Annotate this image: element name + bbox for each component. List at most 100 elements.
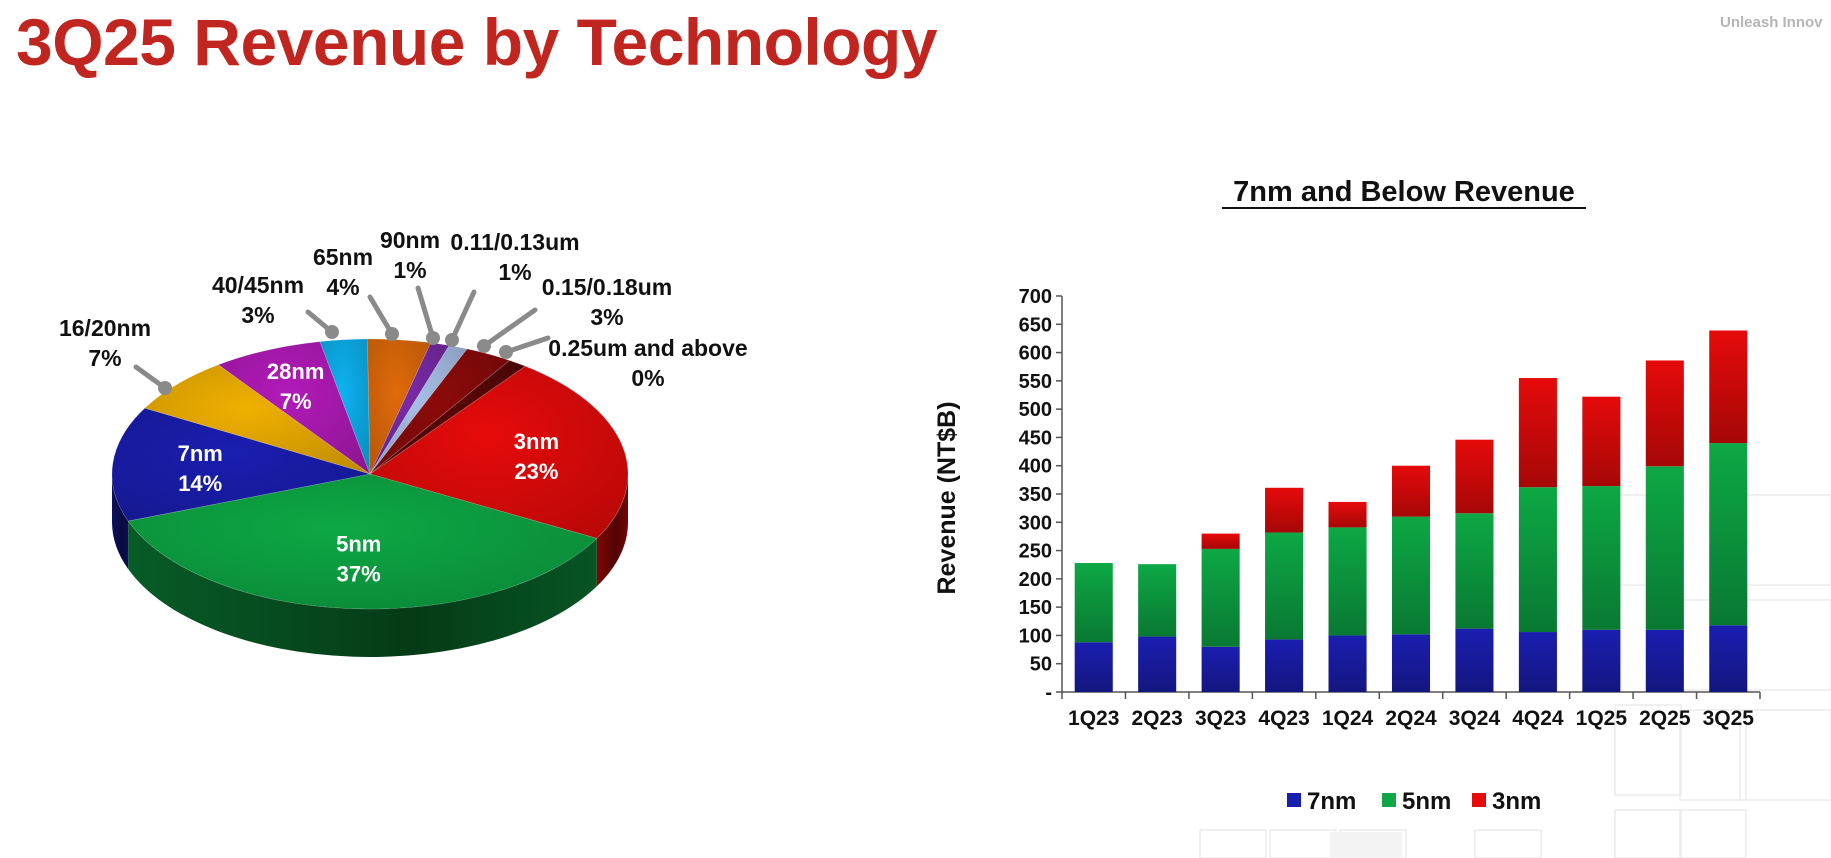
y-tick-label: 150	[1019, 597, 1052, 619]
pie-value-7nm: 14%	[178, 471, 222, 496]
pie-label-16-20nm: 16/20nm	[59, 315, 151, 341]
x-tick-label-2q25: 2Q25	[1639, 707, 1691, 730]
pie-label-28nm: 28nm	[267, 359, 324, 384]
pie-value-28nm: 7%	[280, 389, 312, 414]
y-tick-label: 650	[1019, 314, 1052, 336]
pie-leader-dot-40-45nm	[325, 325, 339, 339]
pie-leader-65nm	[367, 294, 395, 337]
pie-leader-90nm	[415, 285, 436, 341]
pie-side-wall	[112, 474, 628, 657]
bar-3nm-1q24	[1328, 501, 1367, 528]
bar-7nm-4q24	[1518, 632, 1557, 692]
bar-7nm-1q25	[1582, 629, 1621, 692]
bar-5nm-1q24	[1328, 527, 1367, 636]
pie-label-3nm: 3nm	[514, 429, 559, 454]
x-tick-label-1q24: 1Q24	[1322, 707, 1374, 730]
y-tick-label: 700	[1019, 286, 1052, 308]
y-axis: - 50 100 150 200 250 300 350 400 450 500 550 600 650 7…	[1019, 286, 1063, 704]
bar-3nm-2q25	[1645, 360, 1684, 467]
pie-label-40-45nm: 40/45nm	[212, 272, 304, 298]
bar-5nm-3q24	[1455, 513, 1494, 629]
pie-value-40-45nm: 3%	[241, 302, 274, 328]
bar-5nm-1q23	[1074, 563, 1113, 643]
bar-7nm-3q24	[1455, 628, 1494, 692]
y-tick-label: 250	[1019, 541, 1052, 563]
pie-label-90nm: 90nm	[380, 227, 440, 253]
bars	[1074, 330, 1748, 692]
bar-5nm-3q25	[1709, 443, 1748, 626]
pie-slice-5nm	[127, 473, 598, 610]
bar-3nm-1q25	[1582, 396, 1621, 487]
x-tick-label-3q23: 3Q23	[1195, 707, 1246, 730]
y-tick-label: -	[1045, 682, 1052, 704]
pie-slice-28nm	[217, 341, 371, 475]
pie-leader-dot-0-25um-and-above	[499, 345, 513, 359]
bar-3nm-4q23	[1265, 487, 1304, 533]
bar-5nm-4q23	[1265, 532, 1304, 640]
pie-value-0-11-0-13um: 1%	[498, 259, 531, 285]
legend-label-7nm: 7nm	[1307, 788, 1356, 815]
bar-7nm-4q23	[1265, 639, 1304, 692]
bar-5nm-2q25	[1645, 466, 1684, 630]
y-tick-label: 350	[1019, 484, 1052, 506]
seven-nm-below-revenue-bar-chart: 7nm and Below Revenue Revenue (NT$B) - 50 10…	[933, 176, 1761, 815]
y-tick-label: 550	[1019, 371, 1052, 393]
y-tick-label: 500	[1019, 399, 1052, 421]
page-title: 3Q25 Revenue by Technology	[16, 5, 938, 79]
x-tick-label-2q23: 2Q23	[1131, 707, 1182, 730]
bar-7nm-2q23	[1138, 636, 1177, 692]
pie-slice-0-15-0-18um	[369, 348, 511, 475]
y-axis-label: Revenue (NT$B)	[933, 401, 961, 594]
pie-label-65nm: 65nm	[313, 244, 373, 270]
legend-swatch-5nm	[1382, 793, 1396, 807]
x-tick-label-3q24: 3Q24	[1449, 707, 1501, 730]
y-tick-label: 600	[1019, 343, 1052, 365]
bar-5nm-2q23	[1138, 564, 1177, 637]
pie-side-5nm	[128, 521, 597, 657]
x-tick-label-3q25: 3Q25	[1703, 707, 1755, 730]
x-axis: 1Q23 2Q23 3Q23 4Q23 1Q24 2Q24 3Q24 4Q24 1Q25 2Q25…	[1061, 691, 1761, 730]
legend-swatch-7nm	[1287, 793, 1301, 807]
pie-label-5nm: 5nm	[336, 531, 381, 556]
brand-tagline: Unleash Innov	[1720, 14, 1823, 31]
pie-label-0-25um-and-above: 0.25um and above	[548, 335, 747, 361]
pie-slice-0-25um-and-above	[369, 360, 526, 475]
legend-swatch-3nm	[1472, 793, 1486, 807]
bar-3nm-3q23	[1201, 533, 1240, 549]
bar-7nm-1q24	[1328, 635, 1367, 692]
y-tick-label: 400	[1019, 456, 1052, 478]
x-tick-label-2q24: 2Q24	[1385, 707, 1437, 730]
bar-7nm-1q23	[1074, 642, 1113, 692]
pie-value-5nm: 37%	[337, 561, 381, 586]
bar-5nm-4q24	[1518, 487, 1557, 633]
bar-3nm-4q24	[1518, 378, 1557, 488]
pie-value-3nm: 23%	[514, 459, 558, 484]
pie-value-0-15-0-18um: 3%	[590, 304, 623, 330]
pie-leader-dot-90nm	[426, 331, 440, 345]
x-tick-label-4q24: 4Q24	[1512, 707, 1564, 730]
bar-5nm-2q24	[1391, 516, 1431, 635]
pie-labels: 3nm 23% 5nm 37% 7nm 14% 16/20nm 7% 28nm 7% 40/45nm…	[59, 227, 748, 586]
pie-label-0-11-0-13um: 0.11/0.13um	[450, 229, 579, 255]
pie-side-3nm	[596, 474, 628, 587]
pie-label-7nm: 7nm	[178, 441, 223, 466]
bar-chart-title: 7nm and Below Revenue	[1233, 176, 1575, 208]
x-tick-label-1q25: 1Q25	[1576, 707, 1628, 730]
pie-side-7nm	[112, 474, 129, 570]
background-tile-decoration	[1199, 494, 1831, 858]
pie-slice-3nm	[369, 365, 629, 539]
pie-label-0-15-0-18um: 0.15/0.18um	[542, 274, 672, 300]
technology-pie-chart: 3nm 23% 5nm 37% 7nm 14% 16/20nm 7% 28nm 7% 40/45nm…	[59, 227, 748, 657]
y-tick-label: 50	[1030, 654, 1052, 676]
pie-slice-16-20nm	[144, 364, 371, 475]
pie-top	[111, 338, 629, 610]
bar-3nm-2q24	[1391, 465, 1431, 517]
legend-label-3nm: 3nm	[1492, 788, 1541, 815]
x-tick-label-1q23: 1Q23	[1068, 707, 1119, 730]
y-tick-label: 300	[1019, 512, 1052, 534]
pie-slice-40-45nm	[319, 338, 371, 475]
pie-value-90nm: 1%	[393, 257, 426, 283]
bar-5nm-1q25	[1582, 486, 1621, 630]
pie-leader-0-11-0-13um	[449, 289, 477, 343]
y-tick-label: 200	[1019, 569, 1052, 591]
